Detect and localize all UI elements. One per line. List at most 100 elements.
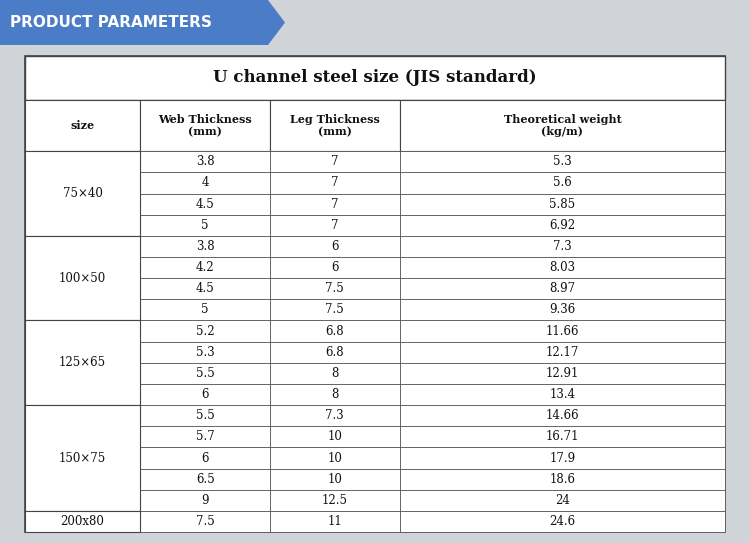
Bar — [25, 151, 140, 236]
Text: 7.3: 7.3 — [553, 240, 572, 253]
Text: 7.3: 7.3 — [326, 409, 344, 422]
Text: 4: 4 — [202, 176, 209, 190]
Bar — [140, 426, 270, 447]
Text: 5.2: 5.2 — [196, 325, 214, 338]
Text: 5.3: 5.3 — [553, 155, 572, 168]
Bar — [270, 384, 400, 405]
Bar — [400, 490, 725, 511]
Text: 6: 6 — [331, 261, 338, 274]
Text: 6.92: 6.92 — [549, 219, 575, 232]
Text: PRODUCT PARAMETERS: PRODUCT PARAMETERS — [10, 15, 211, 30]
Text: 100×50: 100×50 — [59, 272, 106, 285]
Text: 24.6: 24.6 — [549, 515, 575, 528]
Bar — [140, 100, 270, 151]
Bar — [270, 320, 400, 342]
Text: 6: 6 — [202, 388, 209, 401]
Bar — [270, 278, 400, 299]
Text: 5.5: 5.5 — [196, 367, 214, 380]
Bar — [270, 299, 400, 320]
Text: 3.8: 3.8 — [196, 155, 214, 168]
Text: 7: 7 — [331, 219, 338, 232]
Text: 17.9: 17.9 — [549, 452, 575, 465]
Text: 12.17: 12.17 — [546, 346, 579, 359]
Bar — [400, 278, 725, 299]
Bar — [140, 405, 270, 426]
Bar — [400, 405, 725, 426]
Bar — [270, 342, 400, 363]
Bar — [270, 193, 400, 214]
Bar — [140, 384, 270, 405]
Text: 4.2: 4.2 — [196, 261, 214, 274]
Bar — [270, 447, 400, 469]
Text: 8.03: 8.03 — [549, 261, 575, 274]
Text: 14.66: 14.66 — [545, 409, 579, 422]
Text: 6.8: 6.8 — [326, 325, 344, 338]
Text: 200x80: 200x80 — [61, 515, 104, 528]
Bar — [270, 426, 400, 447]
Bar — [400, 511, 725, 532]
Bar — [25, 511, 140, 532]
Text: 12.91: 12.91 — [546, 367, 579, 380]
Text: 150×75: 150×75 — [59, 452, 106, 465]
Text: 16.71: 16.71 — [546, 431, 579, 444]
Text: 5: 5 — [202, 219, 209, 232]
Bar — [270, 405, 400, 426]
Text: 9.36: 9.36 — [549, 304, 575, 317]
Text: 7: 7 — [331, 198, 338, 211]
Bar — [400, 426, 725, 447]
Bar — [400, 151, 725, 172]
Text: 7.5: 7.5 — [196, 515, 214, 528]
Bar — [25, 236, 140, 320]
Bar — [270, 511, 400, 532]
Text: 8.97: 8.97 — [549, 282, 575, 295]
Bar — [270, 236, 400, 257]
Bar — [400, 193, 725, 214]
Text: 6: 6 — [202, 452, 209, 465]
Bar — [140, 278, 270, 299]
Bar — [140, 193, 270, 214]
Text: 5.85: 5.85 — [549, 198, 575, 211]
Bar — [400, 320, 725, 342]
Bar — [140, 469, 270, 490]
Text: 5: 5 — [202, 304, 209, 317]
Text: U channel steel size (JIS standard): U channel steel size (JIS standard) — [213, 70, 537, 86]
Text: Theoretical weight
(kg/m): Theoretical weight (kg/m) — [503, 113, 621, 137]
Text: 18.6: 18.6 — [550, 473, 575, 486]
Bar — [270, 490, 400, 511]
Bar — [25, 405, 140, 511]
Bar — [140, 320, 270, 342]
Bar — [25, 56, 725, 100]
Text: 75×40: 75×40 — [62, 187, 103, 200]
Text: 3.8: 3.8 — [196, 240, 214, 253]
Text: 9: 9 — [202, 494, 209, 507]
Text: 11: 11 — [327, 515, 342, 528]
Text: 10: 10 — [327, 431, 342, 444]
Bar — [140, 363, 270, 384]
Text: 7.5: 7.5 — [326, 282, 344, 295]
Bar — [140, 342, 270, 363]
Bar — [400, 299, 725, 320]
Bar — [140, 257, 270, 278]
Text: 125×65: 125×65 — [59, 356, 106, 369]
Bar — [400, 100, 725, 151]
Text: 13.4: 13.4 — [549, 388, 575, 401]
Bar — [140, 299, 270, 320]
Text: 5.6: 5.6 — [553, 176, 572, 190]
Bar — [25, 320, 140, 405]
Text: 4.5: 4.5 — [196, 282, 214, 295]
Text: 6.8: 6.8 — [326, 346, 344, 359]
Text: 6.5: 6.5 — [196, 473, 214, 486]
Bar — [140, 214, 270, 236]
Bar — [270, 151, 400, 172]
Bar — [270, 172, 400, 193]
Bar — [400, 384, 725, 405]
Text: 7.5: 7.5 — [326, 304, 344, 317]
Bar — [270, 100, 400, 151]
Text: 10: 10 — [327, 473, 342, 486]
Text: Leg Thickness
(mm): Leg Thickness (mm) — [290, 113, 380, 137]
Bar — [400, 214, 725, 236]
Bar — [140, 172, 270, 193]
Bar — [140, 151, 270, 172]
Bar — [140, 490, 270, 511]
Text: 6: 6 — [331, 240, 338, 253]
